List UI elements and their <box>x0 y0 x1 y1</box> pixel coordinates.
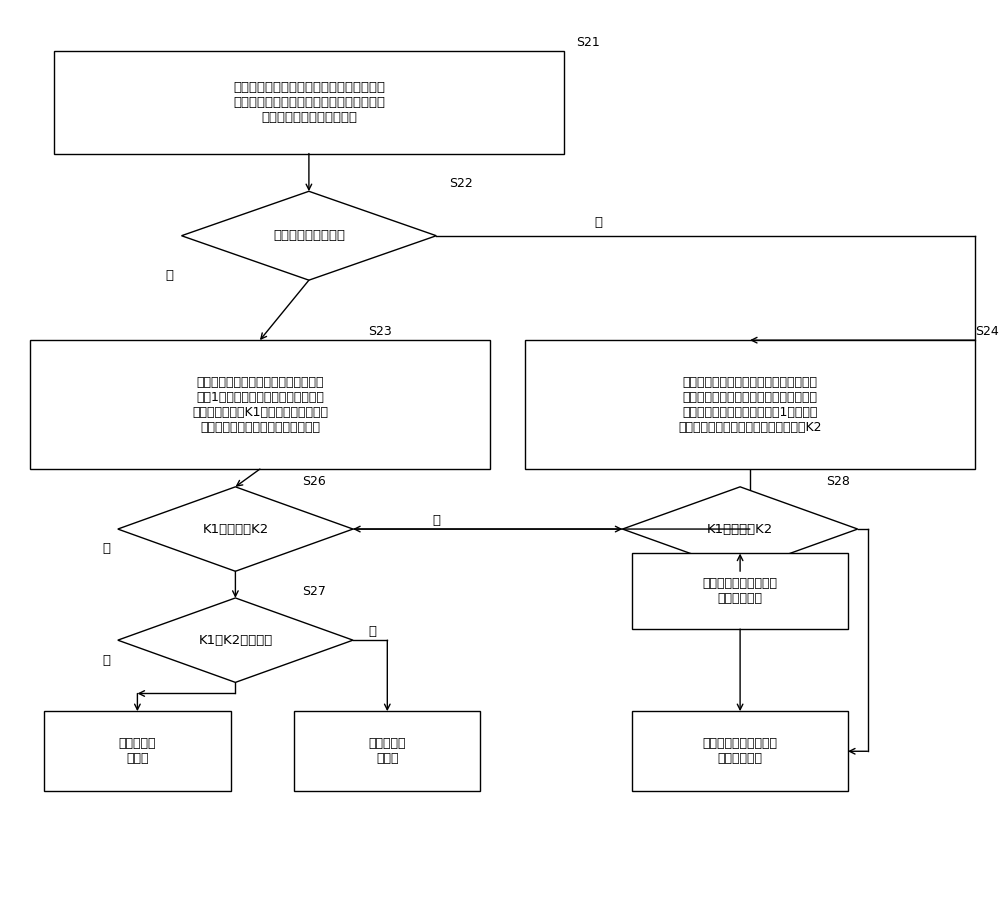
Text: 记录每一台机动车在越过停止线之前遇红灯
的停车等待次数；其中每一机动车遇红灯的
停车等待次数的初始值为零: 记录每一台机动车在越过停止线之前遇红灯 的停车等待次数；其中每一机动车遇红灯的 … <box>233 81 385 124</box>
Text: K1是否大于K2: K1是否大于K2 <box>707 522 773 535</box>
Text: 是: 是 <box>166 269 174 282</box>
Text: K1是否等于K2: K1是否等于K2 <box>202 522 269 535</box>
Text: 是: 是 <box>102 654 110 668</box>
Text: S28: S28 <box>826 475 850 488</box>
Text: 对于第一方向，将已有机动车的停车次
数加1，并获取第一方向上遇红灯的最
高停车等待次数K1；对于第二方向，将
越过停止线的机动车从记录中清除；: 对于第一方向，将已有机动车的停车次 数加1，并获取第一方向上遇红灯的最 高停车等… <box>192 375 328 434</box>
Text: S26: S26 <box>302 475 326 488</box>
Text: 是: 是 <box>102 542 110 555</box>
Text: 否: 否 <box>432 513 440 527</box>
Text: K1与K2是否为零: K1与K2是否为零 <box>198 634 273 647</box>
Bar <box>30 340 490 469</box>
Text: 保持当前信
号周期: 保持当前信 号周期 <box>369 737 406 766</box>
Text: S21: S21 <box>576 36 600 49</box>
Text: 增加第二方向上信号灯
周期的绿信比: 增加第二方向上信号灯 周期的绿信比 <box>703 737 778 766</box>
Bar <box>294 711 480 791</box>
Bar <box>632 711 848 791</box>
Polygon shape <box>118 598 353 682</box>
Bar <box>524 340 975 469</box>
Text: 否: 否 <box>369 625 377 638</box>
Bar <box>44 711 230 791</box>
Text: S22: S22 <box>449 178 473 190</box>
Text: 否: 否 <box>594 216 602 229</box>
Polygon shape <box>182 191 436 280</box>
Bar <box>54 52 564 153</box>
Text: 保持当前信
号周期: 保持当前信 号周期 <box>119 737 156 766</box>
Polygon shape <box>118 487 353 571</box>
Text: 第一方向是否为红灯: 第一方向是否为红灯 <box>273 229 345 242</box>
Text: S27: S27 <box>302 585 326 599</box>
Polygon shape <box>622 487 858 571</box>
Text: S23: S23 <box>368 325 391 338</box>
Text: 对于第一方向，将越过停止线的机动车从
记录中清除；对于第二方向，将已有机动
车的遇红灯的停车等待次数加1，并获取
第二方向上遇红灯的最高停车等待次数K2: 对于第一方向，将越过停止线的机动车从 记录中清除；对于第二方向，将已有机动 车的… <box>678 375 822 434</box>
Bar <box>632 553 848 629</box>
Text: 增加第一方向上信号灯
周期的绿信比: 增加第一方向上信号灯 周期的绿信比 <box>703 577 778 605</box>
Text: S24: S24 <box>975 325 999 338</box>
